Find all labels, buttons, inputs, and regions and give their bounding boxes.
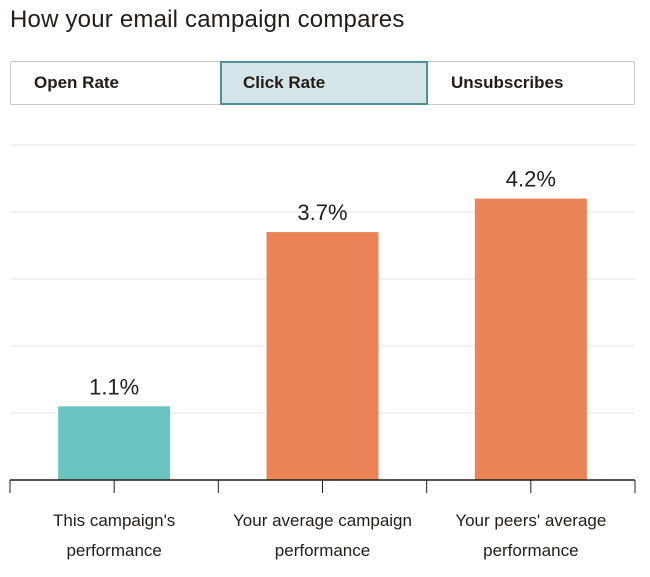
page-title: How your email campaign compares [10,6,405,33]
category-label: Your peers' average [455,511,606,530]
tab-unsubscribes[interactable]: Unsubscribes [428,62,634,104]
category-label: Your average campaign [233,511,412,530]
category-label: This campaign's [53,511,175,530]
bar [58,406,171,480]
bar-value-label: 3.7% [297,200,347,225]
category-label: performance [275,541,370,560]
category-label: performance [66,541,161,560]
bar [266,232,379,480]
category-label: performance [483,541,578,560]
tab-unsubscribes-label: Unsubscribes [451,73,564,92]
bar-value-label: 1.1% [89,374,139,399]
bar-value-label: 4.2% [506,167,556,192]
tab-open-rate-label: Open Rate [34,73,120,92]
metric-tabs: Open Rate Click Rate Unsubscribes [10,61,635,105]
tab-click-rate[interactable]: Click Rate [220,61,428,105]
tab-click-rate-label: Click Rate [243,73,326,92]
bar [474,198,587,480]
tab-open-rate[interactable]: Open Rate [11,62,220,104]
